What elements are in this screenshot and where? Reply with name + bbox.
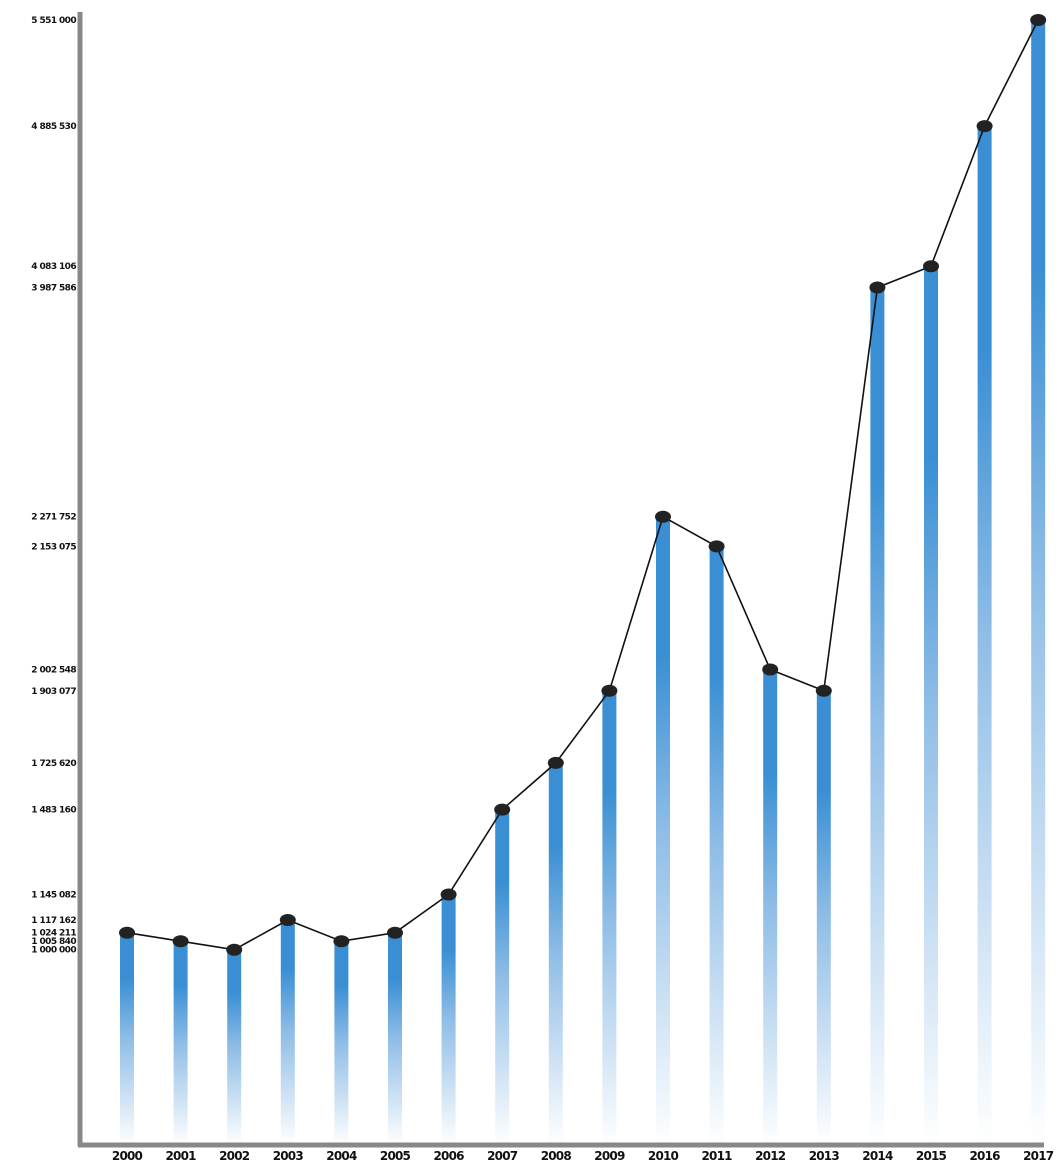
y-tick-label: 2 153 075 [31,542,76,552]
point-2015 [923,260,939,273]
bar-2011 [709,546,724,1145]
bar-2016 [977,126,992,1146]
bar-2007 [495,809,510,1145]
bar-2006 [441,894,456,1145]
y-tick-label: 1 024 211 [31,929,76,939]
x-tick-label: 2011 [701,1149,732,1163]
x-tick-label: 2003 [273,1149,304,1163]
y-tick-label: 1 145 082 [31,891,76,901]
y-tick-label: 4 885 530 [31,122,76,132]
point-2006 [440,888,457,901]
bar-2003 [280,920,295,1145]
bar-2014 [870,287,885,1145]
y-tick-label: 2 002 548 [31,666,76,676]
point-2014 [869,281,886,294]
point-2007 [494,803,511,816]
x-tick-label: 2001 [165,1149,196,1163]
line-layer [126,19,1039,951]
point-2001 [172,935,189,948]
series-line [126,19,1039,951]
x-tick-label: 2006 [433,1149,464,1163]
x-tick-label: 2008 [541,1149,572,1163]
y-tick-label: 5 551 000 [31,16,76,26]
point-2005 [387,926,403,939]
bar-2015 [924,266,938,1145]
x-tick-labels: 2000 2001 2002 2003 2004 2005 2006 2007 2008 2009… [112,1149,1055,1163]
x-tick-label: 2015 [916,1149,947,1163]
y-tick-label: 1 000 000 [31,946,76,956]
y-tick-label: 1 117 162 [31,916,76,926]
x-tick-label: 2017 [1023,1149,1054,1163]
bars-layer [120,20,1046,1146]
point-2010 [655,510,671,523]
point-2000 [119,926,135,939]
x-tick-label: 2012 [755,1149,786,1163]
bar-2001 [173,941,188,1145]
bar-2005 [388,932,402,1145]
y-tick-label: 1 483 160 [31,806,76,816]
bar-2012 [763,669,778,1145]
bar-2004 [334,941,349,1145]
point-2003 [279,914,296,926]
x-tick-label: 2010 [648,1149,679,1163]
point-2008 [547,756,564,769]
x-tick-label: 2002 [219,1149,250,1163]
bar-2000 [120,932,134,1145]
bar-2008 [548,762,563,1145]
point-2009 [601,684,618,697]
point-2011 [708,540,725,553]
x-tick-label: 2009 [594,1149,625,1163]
bar-2009 [602,690,617,1145]
bar-2017 [1031,20,1046,1145]
y-tick-label: 1 903 077 [31,687,76,697]
y-tick-label: 3 987 586 [31,284,76,294]
x-tick-label: 2014 [862,1149,893,1163]
marker-layer [119,14,1047,956]
x-tick-label: 2000 [112,1149,143,1163]
bar-2013 [816,690,831,1145]
x-tick-label: 2005 [380,1149,411,1163]
point-2017 [1030,14,1047,26]
point-2016 [976,120,993,133]
x-tick-label: 2007 [487,1149,518,1163]
point-2002 [226,943,243,956]
y-tick-label: 1 005 840 [31,937,76,947]
y-tick-label: 4 083 106 [31,262,76,272]
y-tick-label: 2 271 752 [31,513,76,523]
bar-2002 [227,949,242,1145]
point-2004 [333,935,350,948]
y-tick-label: 1 725 620 [31,759,76,769]
x-tick-label: 2004 [326,1149,357,1163]
x-tick-label: 2016 [969,1149,1000,1163]
y-tick-labels: 5 551 000 4 885 530 4 083 106 3 987 586 2 27… [31,16,77,956]
x-tick-label: 2013 [809,1149,840,1163]
point-2013 [815,684,832,697]
bar-2010 [656,516,670,1145]
point-2012 [762,663,779,676]
